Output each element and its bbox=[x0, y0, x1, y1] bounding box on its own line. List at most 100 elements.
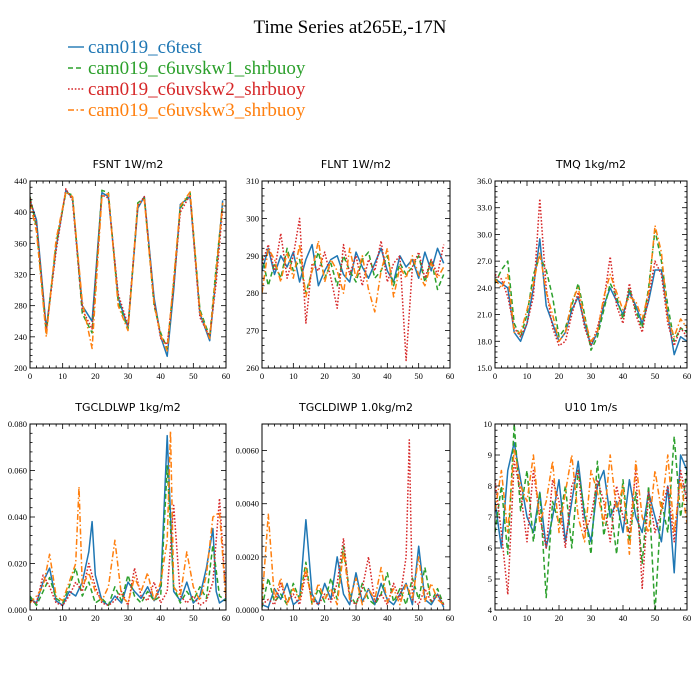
x-tick-label: 40 bbox=[383, 371, 392, 381]
y-tick-label: 7 bbox=[488, 512, 492, 522]
panels: FSNT 1W/m20 10 20 30 40 50 6020024028032036040… bbox=[8, 158, 691, 623]
y-tick-label: 270 bbox=[246, 326, 259, 336]
panel-title: FLNT 1W/m2 bbox=[321, 158, 391, 171]
x-tick-label: 40 bbox=[383, 613, 392, 623]
x-tick-label: 10 bbox=[58, 613, 67, 623]
x-tick-label: 0 bbox=[493, 613, 497, 623]
y-tick-label: 18.0 bbox=[477, 336, 492, 346]
y-tick-label: 10 bbox=[484, 419, 493, 429]
x-tick-label: 60 bbox=[222, 371, 231, 381]
series-line-2 bbox=[262, 247, 445, 294]
legend: cam019_c6testcam019_c6uvskw1_shrbuoycam0… bbox=[68, 37, 306, 121]
x-tick-label: 0 bbox=[260, 613, 264, 623]
series-line-2 bbox=[30, 465, 226, 607]
series-line-3 bbox=[495, 460, 687, 596]
y-tick-label: 24.0 bbox=[477, 283, 492, 293]
x-tick-label: 30 bbox=[352, 371, 361, 381]
x-tick-label: 60 bbox=[683, 371, 692, 381]
x-tick-label: 10 bbox=[523, 613, 532, 623]
legend-label-4: cam019_c6uvskw3_shrbuoy bbox=[88, 100, 306, 121]
x-tick-label: 20 bbox=[555, 371, 564, 381]
x-tick-label: 10 bbox=[289, 371, 298, 381]
x-tick-label: 60 bbox=[222, 613, 231, 623]
y-tick-label: 200 bbox=[14, 363, 27, 373]
y-tick-label: 30.0 bbox=[477, 229, 492, 239]
legend-label-3: cam019_c6uvskw2_shrbuoy bbox=[88, 79, 306, 100]
y-tick-label: 36.0 bbox=[477, 176, 492, 186]
y-tick-label: 320 bbox=[14, 270, 27, 280]
series-line-4 bbox=[262, 513, 445, 606]
y-tick-label: 0.0040 bbox=[236, 499, 259, 509]
series-line-4 bbox=[262, 240, 445, 313]
x-tick-label: 40 bbox=[619, 371, 628, 381]
y-tick-label: 0.0020 bbox=[236, 552, 259, 562]
y-tick-label: 300 bbox=[246, 213, 259, 223]
figure-title: Time Series at265E,-17N bbox=[254, 17, 447, 38]
panel-title: TGCLDLWP 1kg/m2 bbox=[74, 401, 180, 414]
x-tick-label: 20 bbox=[320, 371, 329, 381]
series-line-3 bbox=[262, 439, 445, 606]
x-tick-label: 50 bbox=[189, 613, 198, 623]
panel-4: TGCLDLWP 1kg/m2 0 10 20 30 40 50 60 0.000 0.020 0.… bbox=[8, 401, 230, 623]
x-tick-label: 50 bbox=[651, 371, 660, 381]
panel-title: FSNT 1W/m2 bbox=[93, 158, 164, 171]
plot-frame bbox=[261, 180, 451, 369]
x-tick-label: 50 bbox=[189, 371, 198, 381]
x-tick-label: 20 bbox=[320, 613, 329, 623]
panel-title: U10 1m/s bbox=[565, 401, 618, 414]
y-tick-label: 0.040 bbox=[8, 512, 27, 522]
series-line-2 bbox=[262, 545, 445, 608]
y-tick-label: 6 bbox=[488, 543, 492, 553]
panel-5: TGCLDIWP 1.0kg/m2 0 10 20 30 40 50 60 0.0000 0.00… bbox=[236, 401, 455, 623]
x-tick-label: 30 bbox=[352, 613, 361, 623]
series-line-1 bbox=[30, 189, 224, 358]
panel-1: FSNT 1W/m2 0 10 20 30 40 50 60 200 240 280 320 360 40… bbox=[14, 158, 230, 381]
panel-2: FLNT 1W/m2 0 10 20 30 40 50 60 260 270 280 290 300 31… bbox=[246, 158, 454, 381]
y-tick-label: 5 bbox=[488, 574, 492, 584]
y-tick-label: 0.0000 bbox=[236, 605, 259, 615]
x-tick-label: 50 bbox=[414, 371, 423, 381]
x-tick-label: 60 bbox=[683, 613, 692, 623]
x-tick-label: 0 bbox=[260, 371, 264, 381]
y-tick-label: 27.0 bbox=[477, 256, 492, 266]
plot-frame bbox=[494, 423, 688, 611]
series-line-1 bbox=[30, 434, 226, 607]
x-tick-label: 0 bbox=[493, 371, 497, 381]
y-tick-label: 15.0 bbox=[477, 363, 492, 373]
x-tick-label: 30 bbox=[124, 613, 133, 623]
y-tick-label: 290 bbox=[246, 251, 259, 261]
x-tick-label: 50 bbox=[651, 613, 660, 623]
y-tick-label: 4 bbox=[488, 605, 493, 615]
x-tick-label: 50 bbox=[414, 613, 423, 623]
y-tick-label: 240 bbox=[14, 332, 27, 342]
panel-6: U10 1m/s 0 10 20 30 40 50 60 4 5 6 7 8 9 10 bbox=[484, 401, 692, 623]
panel-title: TMQ 1kg/m2 bbox=[555, 158, 626, 171]
x-tick-label: 40 bbox=[156, 613, 165, 623]
y-tick-label: 280 bbox=[246, 288, 259, 298]
y-tick-label: 21.0 bbox=[477, 310, 492, 320]
series-line-4 bbox=[30, 430, 226, 604]
y-tick-label: 0.060 bbox=[8, 466, 27, 476]
x-tick-label: 60 bbox=[446, 371, 455, 381]
x-tick-label: 20 bbox=[91, 371, 100, 381]
x-tick-label: 10 bbox=[58, 371, 67, 381]
x-tick-label: 20 bbox=[555, 613, 564, 623]
y-tick-label: 310 bbox=[246, 176, 259, 186]
y-tick-label: 33.0 bbox=[477, 203, 492, 213]
x-tick-label: 30 bbox=[124, 371, 133, 381]
y-tick-label: 0.080 bbox=[8, 419, 27, 429]
series-line-4 bbox=[495, 448, 687, 555]
series-line-4 bbox=[495, 224, 687, 343]
series-line-3 bbox=[262, 217, 445, 362]
x-tick-label: 0 bbox=[28, 371, 32, 381]
series-line-1 bbox=[495, 238, 687, 356]
x-tick-label: 10 bbox=[289, 613, 298, 623]
x-tick-label: 30 bbox=[587, 371, 596, 381]
y-tick-label: 440 bbox=[14, 176, 27, 186]
series-line-3 bbox=[30, 188, 224, 346]
y-tick-label: 0.0060 bbox=[236, 446, 259, 456]
x-tick-label: 30 bbox=[587, 613, 596, 623]
y-tick-label: 260 bbox=[246, 363, 259, 373]
series-line-4 bbox=[30, 191, 224, 352]
